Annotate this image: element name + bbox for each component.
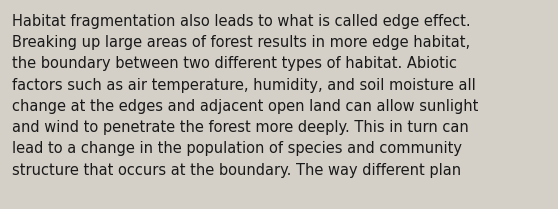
Text: Habitat fragmentation also leads to what is called edge effect.
Breaking up larg: Habitat fragmentation also leads to what… <box>12 14 478 178</box>
